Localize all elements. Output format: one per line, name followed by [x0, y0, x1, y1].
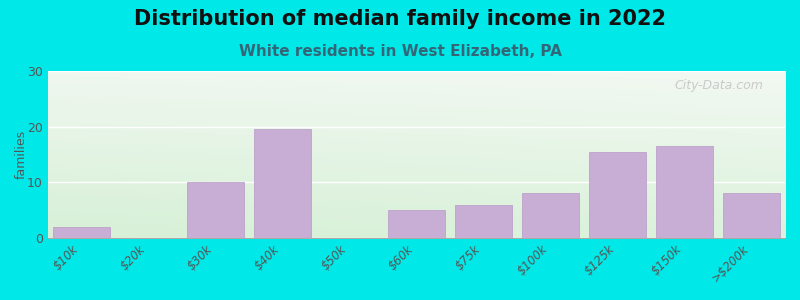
Text: City-Data.com: City-Data.com — [674, 79, 763, 92]
Text: White residents in West Elizabeth, PA: White residents in West Elizabeth, PA — [238, 44, 562, 59]
Bar — [187, 182, 244, 238]
Bar — [455, 205, 512, 238]
Bar — [388, 210, 445, 238]
Bar — [723, 194, 780, 238]
Text: Distribution of median family income in 2022: Distribution of median family income in … — [134, 9, 666, 29]
Bar — [254, 129, 311, 238]
Bar — [522, 194, 579, 238]
Y-axis label: families: families — [15, 130, 28, 179]
Bar — [656, 146, 713, 238]
Bar — [53, 227, 110, 238]
Bar — [589, 152, 646, 238]
